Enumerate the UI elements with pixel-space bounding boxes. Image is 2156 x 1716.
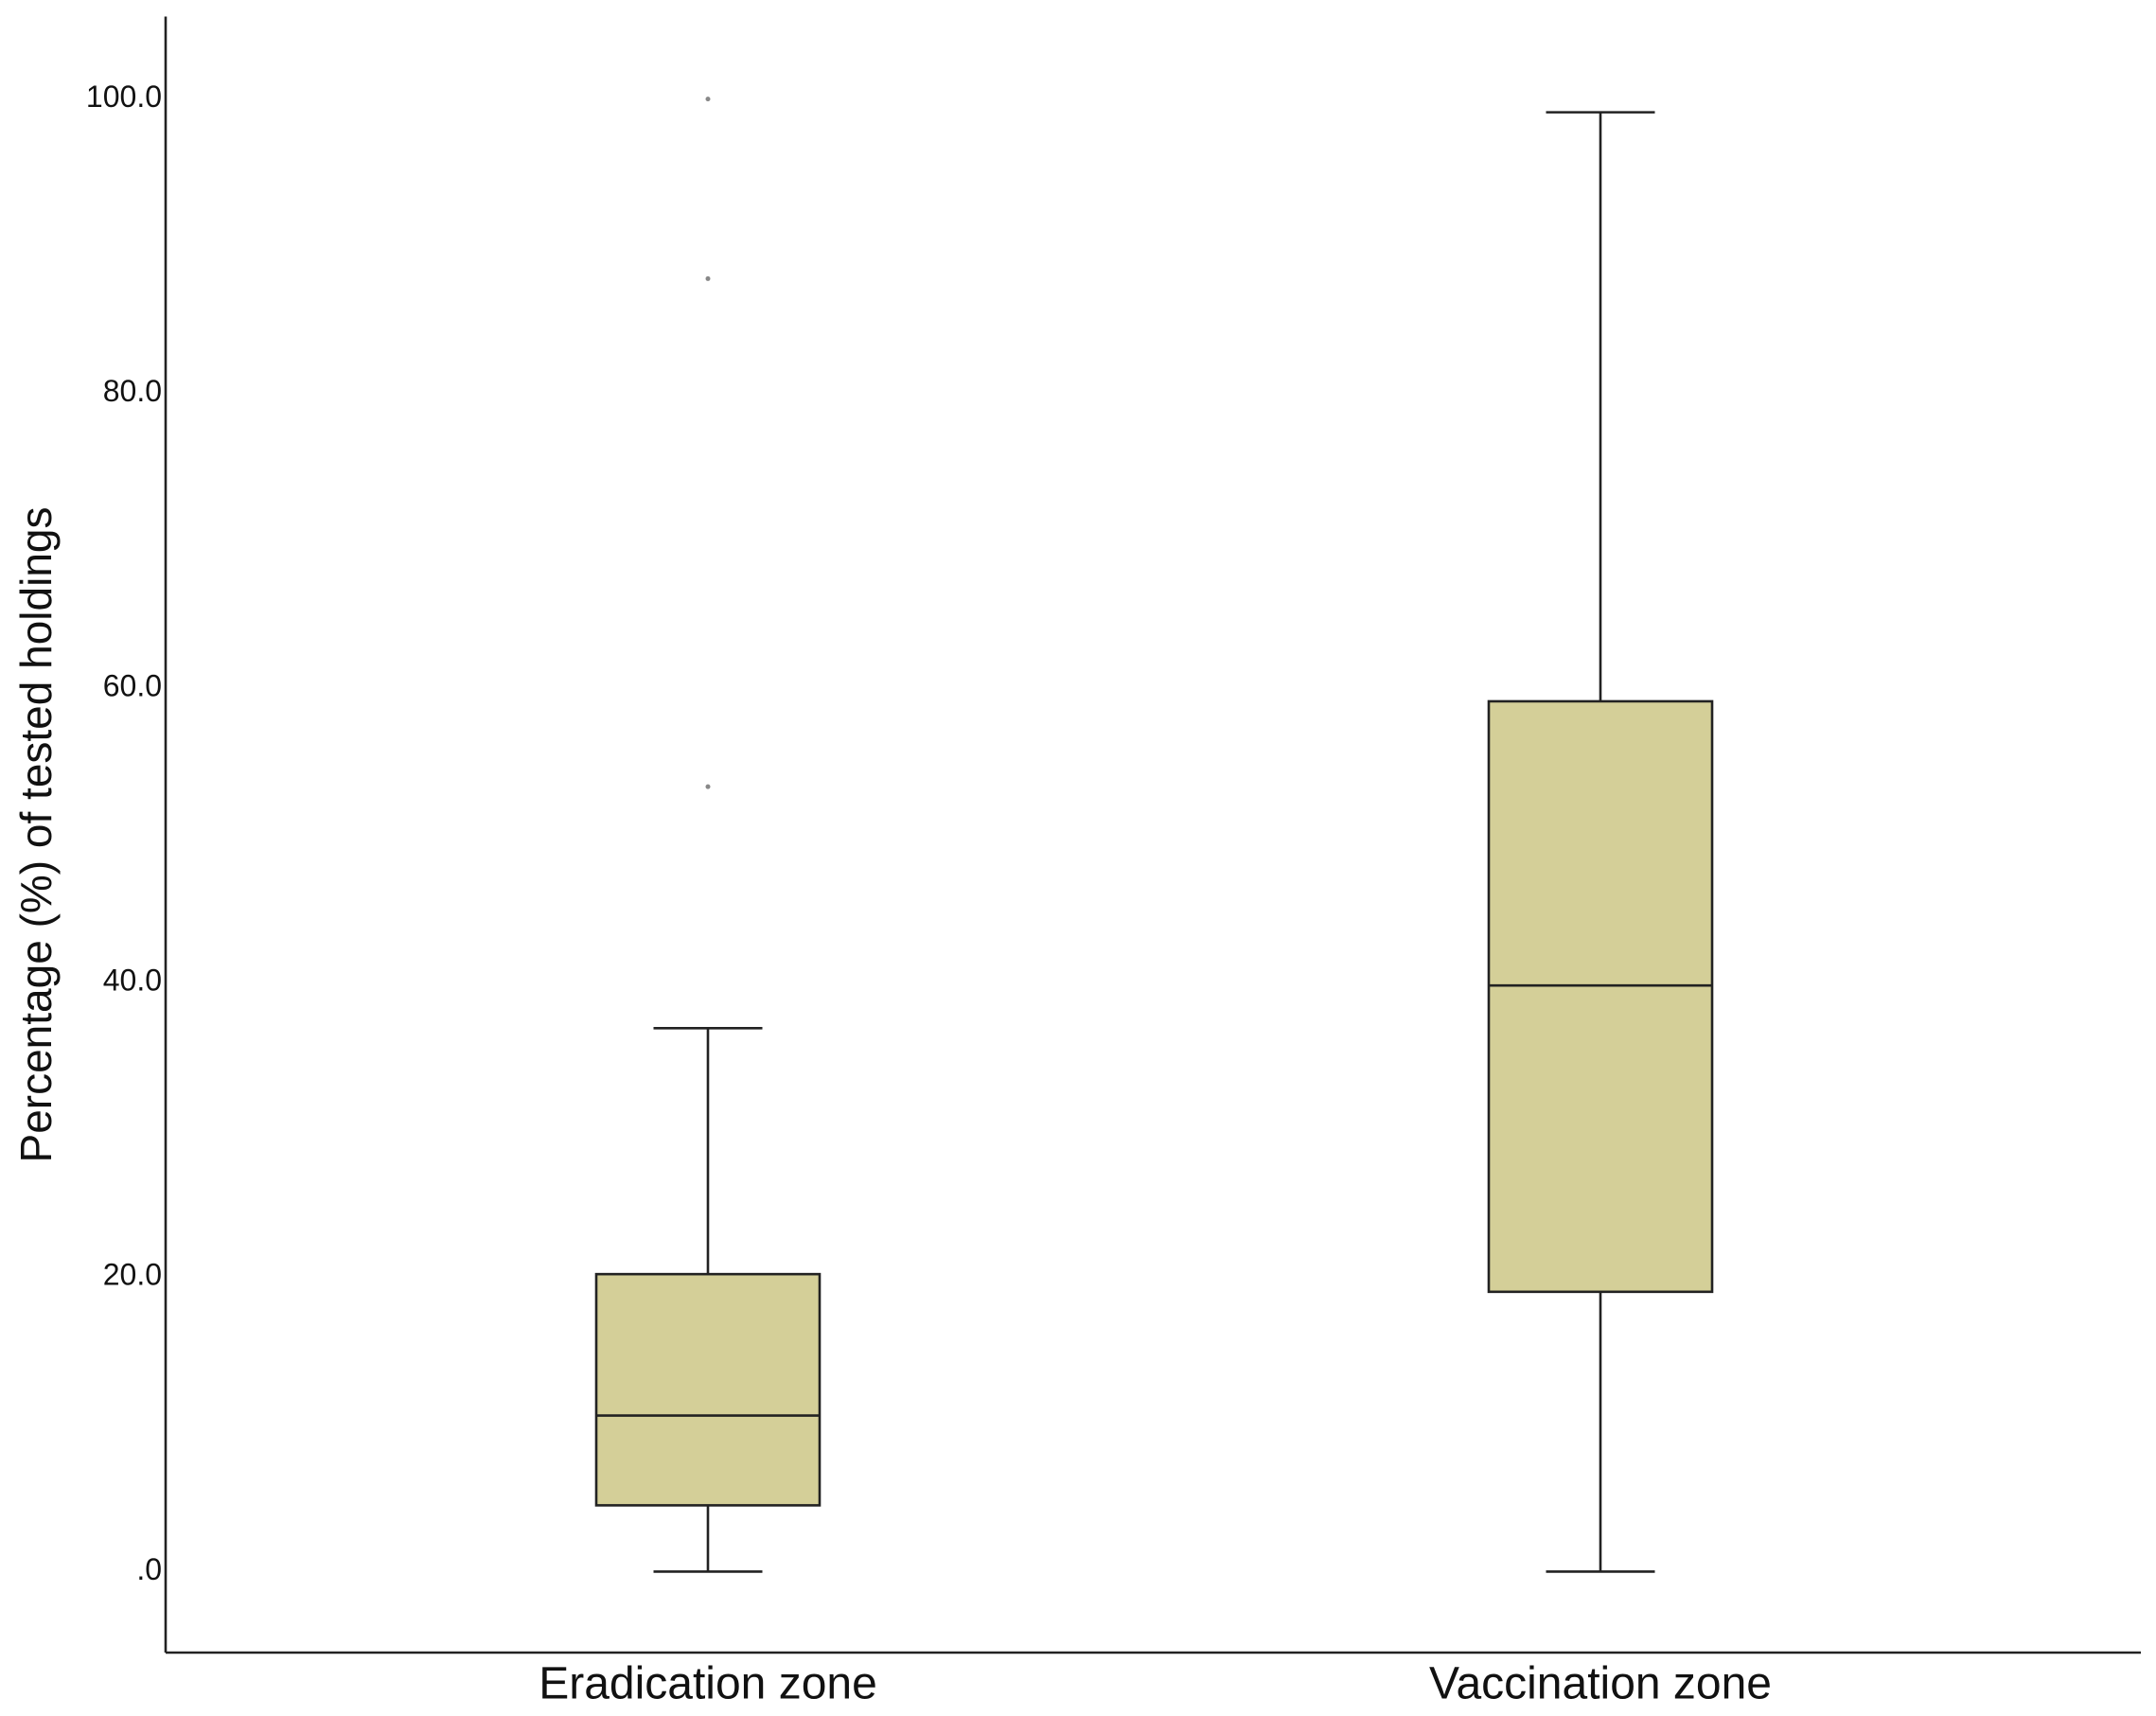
x-tick-label: Eradication zone	[539, 1659, 877, 1709]
y-tick-label: 20.0	[103, 1258, 162, 1292]
y-tick-label: 60.0	[103, 668, 162, 702]
outlier	[705, 275, 711, 281]
box	[594, 1272, 822, 1507]
x-tick-label: Vaccination zone	[1429, 1659, 1772, 1709]
y-tick-label: 40.0	[103, 964, 162, 998]
y-tick-label: .0	[136, 1552, 162, 1586]
outlier	[705, 784, 711, 789]
box	[1487, 699, 1714, 1294]
y-tick-label: 100.0	[86, 80, 162, 114]
outlier	[705, 97, 711, 102]
y-tick-label: 80.0	[103, 374, 162, 408]
y-axis-title: Percentage (%) of tested holdings	[11, 507, 61, 1163]
